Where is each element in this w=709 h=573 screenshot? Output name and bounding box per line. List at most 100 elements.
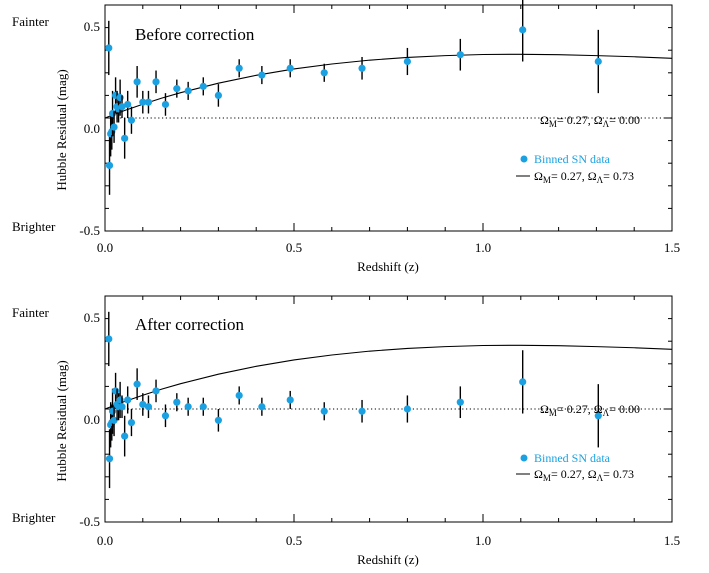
data-point xyxy=(173,398,181,406)
data-point xyxy=(152,78,160,86)
data-point xyxy=(320,407,328,415)
data-point xyxy=(127,116,136,124)
data-point xyxy=(214,91,222,99)
data-point xyxy=(124,100,132,109)
value: = 0.73 xyxy=(603,467,634,481)
side-label-top: Fainter xyxy=(12,14,49,29)
dotted-model-label: ΩM= 0.27, ΩΛ= 0.00 xyxy=(540,402,640,418)
value: = 0.27, xyxy=(551,169,588,183)
x-axis-title: Redshift (z) xyxy=(357,259,419,274)
ticks xyxy=(104,295,673,523)
points-layer xyxy=(105,311,602,489)
xtick-label: 0.0 xyxy=(97,533,113,548)
model-curve-lambda xyxy=(104,53,673,119)
subscript: M xyxy=(549,408,557,418)
data-point xyxy=(456,51,464,59)
data-point xyxy=(358,407,366,415)
value: = 0.27, xyxy=(551,467,588,481)
data-point xyxy=(139,400,147,409)
ytick-label: 0.0 xyxy=(84,412,100,427)
data-point xyxy=(152,387,160,395)
legend-entry-model: ΩM= 0.27, ΩΛ= 0.73 xyxy=(534,169,634,185)
legend-entry-data: Binned SN data xyxy=(534,451,611,465)
data-point xyxy=(124,396,132,404)
data-point xyxy=(456,398,464,406)
ytick-label: 0.5 xyxy=(84,19,100,34)
data-point xyxy=(139,98,147,106)
data-point xyxy=(519,378,527,386)
data-point xyxy=(144,403,153,411)
data-point xyxy=(214,416,222,424)
value: = 0.00 xyxy=(609,113,640,127)
subscript: Λ xyxy=(603,408,610,418)
legend: Binned SN data ΩM= 0.27, ΩΛ= 0.73 xyxy=(516,152,634,185)
ytick-label: -0.5 xyxy=(79,223,100,238)
data-point xyxy=(161,412,170,420)
data-point xyxy=(286,396,294,404)
ytick-label: 0.0 xyxy=(84,121,100,136)
value: = 0.27, xyxy=(557,113,594,127)
ytick-label: 0.5 xyxy=(84,310,100,325)
data-point xyxy=(118,103,126,111)
data-point xyxy=(133,380,141,388)
subscript: Λ xyxy=(597,175,604,185)
subscript: Λ xyxy=(597,473,604,483)
data-point xyxy=(286,64,294,72)
subscript: Λ xyxy=(603,119,610,129)
panel-title: After correction xyxy=(135,315,245,334)
dotted-model-label: ΩM= 0.27, ΩΛ= 0.00 xyxy=(540,113,640,129)
data-point xyxy=(127,418,136,427)
model-curve-lambda xyxy=(104,344,673,410)
curve-layer xyxy=(104,53,673,119)
data-point xyxy=(403,57,411,66)
data-point xyxy=(110,416,118,424)
data-point xyxy=(105,335,113,343)
data-point xyxy=(258,403,266,411)
ytick-label: -0.5 xyxy=(79,514,100,529)
xtick-label: 1.0 xyxy=(475,533,491,548)
xtick-label: 1.5 xyxy=(664,533,680,548)
data-point xyxy=(105,455,114,463)
curve-layer xyxy=(104,344,673,410)
side-label-bottom: Brighter xyxy=(12,219,56,234)
data-point xyxy=(199,403,207,411)
value: = 0.73 xyxy=(603,169,634,183)
data-point xyxy=(105,161,114,170)
data-point xyxy=(184,87,192,95)
data-point xyxy=(594,57,602,66)
x-axis-title: Redshift (z) xyxy=(357,552,419,567)
xtick-label: 0.5 xyxy=(286,240,302,255)
legend: Binned SN data ΩM= 0.27, ΩΛ= 0.73 xyxy=(516,451,634,483)
legend-marker xyxy=(520,454,528,462)
data-point xyxy=(320,69,328,77)
y-axis-title: Hubble Residual (mag) xyxy=(54,69,69,190)
points-layer xyxy=(105,0,602,195)
xtick-label: 1.0 xyxy=(475,240,491,255)
xtick-label: 0.0 xyxy=(97,240,113,255)
data-point xyxy=(235,391,243,400)
data-point xyxy=(235,64,243,72)
panel-title: Before correction xyxy=(135,25,255,44)
side-label-bottom: Brighter xyxy=(12,510,56,525)
data-point xyxy=(121,432,129,440)
subscript: M xyxy=(543,175,551,185)
xtick-label: 1.5 xyxy=(664,240,680,255)
data-point xyxy=(161,100,170,109)
y-axis-title: Hubble Residual (mag) xyxy=(54,360,69,481)
data-point xyxy=(144,98,153,106)
data-point xyxy=(403,405,411,413)
data-point xyxy=(199,82,207,90)
side-label-top: Fainter xyxy=(12,305,49,320)
legend-marker xyxy=(520,155,528,163)
data-point xyxy=(110,123,118,131)
data-point xyxy=(133,78,141,86)
subscript: M xyxy=(549,119,557,129)
data-point xyxy=(184,403,192,411)
data-point xyxy=(258,71,266,79)
xtick-label: 0.5 xyxy=(286,533,302,548)
legend-entry-model: ΩM= 0.27, ΩΛ= 0.73 xyxy=(534,467,634,483)
data-point xyxy=(358,64,366,72)
data-point xyxy=(105,44,113,52)
value: = 0.00 xyxy=(609,402,640,416)
